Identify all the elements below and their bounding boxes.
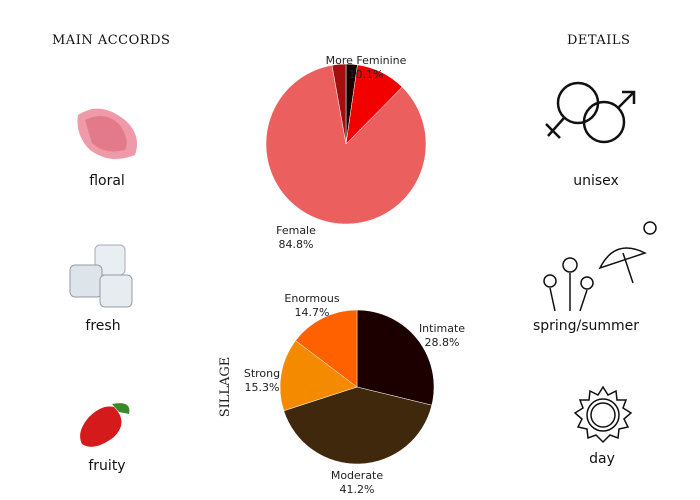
slice-label: Enormous bbox=[284, 292, 339, 305]
detail-label: spring/summer bbox=[532, 318, 640, 334]
gender-symbols-icon bbox=[545, 81, 636, 144]
pie-slice[interactable] bbox=[356, 309, 435, 406]
slice-percent: 10.1% bbox=[349, 68, 384, 81]
accord-label: fresh bbox=[85, 318, 121, 334]
slice-label: More Feminine bbox=[326, 54, 407, 67]
slice-label: Moderate bbox=[331, 469, 384, 482]
main-accords-heading: MAIN ACCORDS bbox=[52, 33, 171, 48]
slice-percent: 15.3% bbox=[245, 381, 280, 394]
ice-cubes-icon bbox=[69, 244, 133, 308]
chart-title: SILLAGE bbox=[218, 357, 233, 418]
pie-slice[interactable] bbox=[295, 309, 358, 388]
pie-slice[interactable] bbox=[265, 64, 427, 225]
slice-percent: 28.8% bbox=[425, 336, 460, 349]
strawberry-icon bbox=[80, 403, 130, 447]
accord-label: fruity bbox=[88, 458, 126, 474]
pie-slice[interactable] bbox=[331, 63, 347, 145]
slice-percent: 14.7% bbox=[295, 306, 330, 319]
flowers-umbrella-sun-icon bbox=[543, 221, 657, 312]
detail-label: day bbox=[589, 451, 615, 467]
slice-label: Intimate bbox=[419, 322, 465, 335]
pie-slice[interactable] bbox=[279, 340, 358, 412]
sun-icon bbox=[573, 385, 633, 444]
accord-label: floral bbox=[89, 173, 125, 189]
slice-percent: 41.2% bbox=[340, 483, 375, 496]
detail-label: unisex bbox=[573, 173, 619, 189]
slice-label: Strong bbox=[244, 367, 280, 380]
slice-label: Female bbox=[276, 224, 316, 237]
carnation-flower-icon bbox=[77, 108, 138, 159]
pie-slice[interactable] bbox=[283, 386, 433, 465]
slice-percent: 84.8% bbox=[279, 238, 314, 251]
details-heading: DETAILS bbox=[567, 33, 631, 48]
